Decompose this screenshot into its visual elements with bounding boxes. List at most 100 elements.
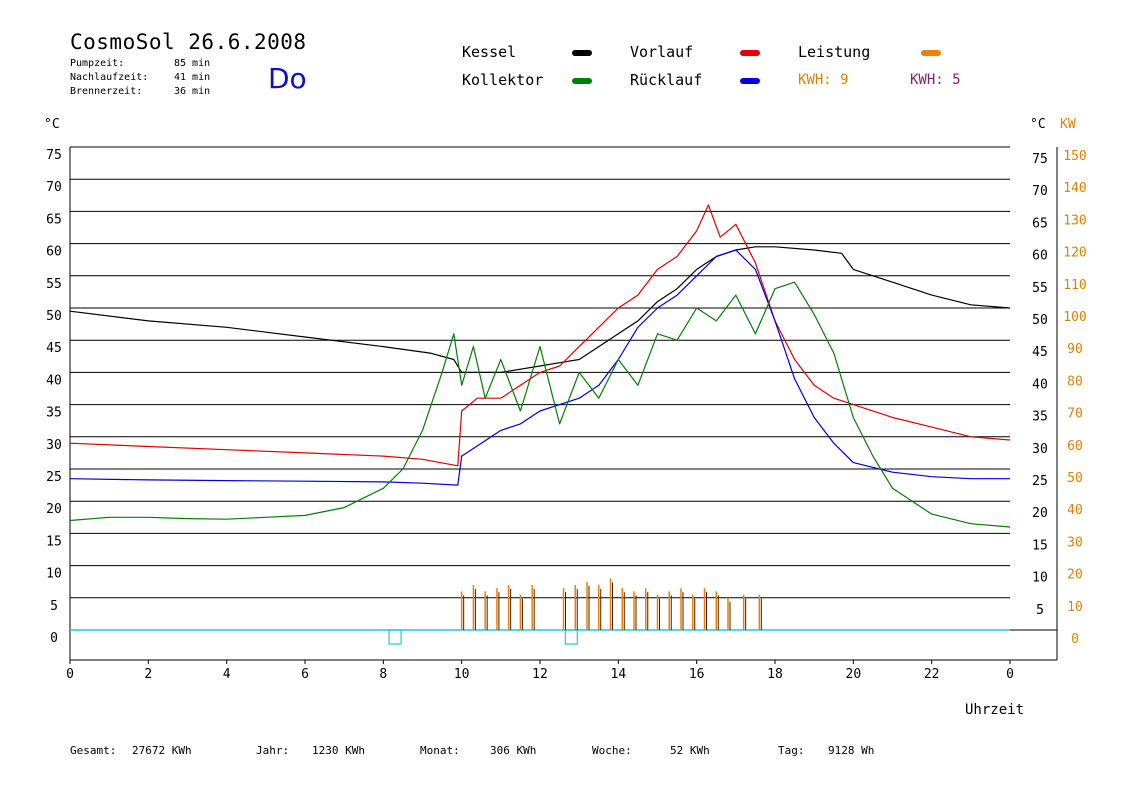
y-tick-label-right: 30: [1032, 442, 1048, 457]
footer-woche-label: Woche:: [592, 744, 632, 757]
y-tick-label-right: 40: [1032, 377, 1048, 392]
y-tick-label-left: 25: [46, 470, 62, 485]
y2-tick-label: 60: [1067, 439, 1083, 454]
series-lines: [69, 204, 1011, 528]
stat-value-pumpzeit: 85 min: [174, 58, 211, 69]
y-tick-label-left: 10: [46, 567, 62, 582]
footer-woche-value: 52 KWh: [670, 744, 710, 757]
footer-monat-label: Monat:: [420, 744, 460, 757]
y2-tick-label: 30: [1067, 535, 1083, 550]
y2-tick-label: 90: [1067, 342, 1083, 357]
left-unit-label: °C: [44, 117, 60, 132]
series-line-kollektor: [69, 281, 1011, 528]
x-tick-label: 16: [689, 667, 705, 682]
x-tick-label: 14: [611, 667, 627, 682]
series-line-rcklauf: [69, 249, 1010, 486]
y-tick-label-right: 55: [1032, 281, 1048, 296]
y-tick-label-left: 35: [46, 406, 62, 421]
x-tick-label: 20: [846, 667, 862, 682]
y2-tick-label: 70: [1067, 407, 1083, 422]
y2-tick-label: 140: [1063, 181, 1086, 196]
x-tick-label: 8: [379, 667, 387, 682]
y2-tick-label: 110: [1063, 278, 1086, 293]
y-tick-label-right: 10: [1032, 571, 1048, 586]
y-tick-label-left: 50: [46, 309, 62, 324]
legend-vorlauf-swatch: [740, 50, 760, 56]
footer-monat-value: 306 KWh: [490, 744, 537, 757]
footer-jahr-label: Jahr:: [256, 744, 290, 757]
weekday-label: Do: [268, 62, 307, 95]
series-line-kessel: [69, 246, 1011, 373]
kw-unit-label: KW: [1060, 117, 1076, 132]
y2-tick-label: 50: [1067, 471, 1083, 486]
stat-value-nachlaufzeit: 41 min: [174, 72, 211, 83]
legend-kessel-swatch: [572, 50, 592, 56]
footer-tag-label: Tag:: [778, 744, 805, 757]
x-tick-label: 12: [532, 667, 548, 682]
legend-leistung-swatch: [921, 50, 941, 56]
y-tick-label-right: 65: [1032, 216, 1048, 231]
stat-label-brennerzeit: Brennerzeit:: [70, 86, 143, 97]
right-unit-label: °C: [1030, 117, 1046, 132]
leistung-bars: [460, 578, 762, 630]
x-tick-label: 10: [454, 667, 470, 682]
legend-leistung-label: Leistung: [798, 43, 871, 61]
x-tick-label: 0: [1006, 667, 1014, 682]
legend-kollektor-label: Kollektor: [462, 71, 544, 89]
kwh-leistung: KWH: 9: [798, 72, 849, 88]
legend-ruecklauf-swatch: [740, 78, 760, 84]
axes: [69, 147, 1058, 664]
y-tick-label-right: 15: [1032, 538, 1048, 553]
y-tick-label-right: 20: [1032, 506, 1048, 521]
y2-tick-label: 80: [1067, 374, 1083, 389]
kwh-secondary: KWH: 5: [910, 72, 961, 88]
y-tick-label-left: 45: [46, 341, 62, 356]
x-tick-label: 6: [301, 667, 309, 682]
y-tick-label-left: 75: [46, 148, 62, 163]
y-tick-label-right: 50: [1032, 313, 1048, 328]
stat-label-nachlaufzeit: Nachlaufzeit:: [70, 72, 149, 83]
y2-tick-label: 40: [1067, 503, 1083, 518]
stat-value-brennerzeit: 36 min: [174, 86, 211, 97]
y-tick-label-left: 60: [46, 245, 62, 260]
legend-ruecklauf-label: Rücklauf: [630, 71, 703, 89]
y-tick-label-right: 45: [1032, 345, 1048, 360]
stat-label-pumpzeit: Pumpzeit:: [70, 58, 125, 69]
y-tick-label-left: 70: [46, 180, 62, 195]
marker-box: [388, 629, 402, 645]
y2-tick-label: 10: [1067, 600, 1083, 615]
y2-tick-label: 120: [1063, 246, 1086, 261]
x-tick-label: 18: [767, 667, 783, 682]
y-tick-label-left: 15: [46, 534, 62, 549]
footer-tag-value: 9128 Wh: [828, 744, 875, 757]
y-tick-label-left: 0: [50, 631, 58, 646]
legend-kollektor-swatch: [572, 78, 592, 84]
y-tick-label-left: 20: [46, 502, 62, 517]
y-tick-label-left: 65: [46, 212, 62, 227]
x-tick-label: 2: [144, 667, 152, 682]
y-tick-label-right: 25: [1032, 474, 1048, 489]
y-tick-label-right: 5: [1036, 603, 1044, 618]
x-tick-label: 22: [924, 667, 940, 682]
chart-title: CosmoSol 26.6.2008: [70, 30, 307, 54]
y-tick-label-right: 75: [1032, 152, 1048, 167]
legend-kessel-label: Kessel: [462, 43, 517, 61]
y2-tick-label: 20: [1067, 568, 1083, 583]
footer-gesamt-label: Gesamt:: [70, 744, 117, 757]
y2-tick-label: 100: [1063, 310, 1086, 325]
y-tick-label-right: 35: [1032, 410, 1048, 425]
x-tick-label: 0: [66, 667, 74, 682]
x-axis-label: Uhrzeit: [965, 702, 1024, 718]
footer-gesamt-value: 27672 KWh: [132, 744, 192, 757]
axis-labels: 0 2 4 6 8 10 12 14 16 18 20 22 005101520253035404550…: [44, 117, 1087, 718]
y-tick-label-left: 40: [46, 373, 62, 388]
y-tick-label-right: 70: [1032, 184, 1048, 199]
y-tick-label-right: 60: [1032, 249, 1048, 264]
y2-tick-label: 150: [1063, 149, 1086, 164]
y-tick-label-left: 55: [46, 277, 62, 292]
series-line-vorlauf: [69, 204, 1011, 467]
y2-tick-label: 130: [1063, 213, 1086, 228]
legend-vorlauf-label: Vorlauf: [630, 43, 694, 61]
y2-tick-label: 0: [1071, 632, 1079, 647]
